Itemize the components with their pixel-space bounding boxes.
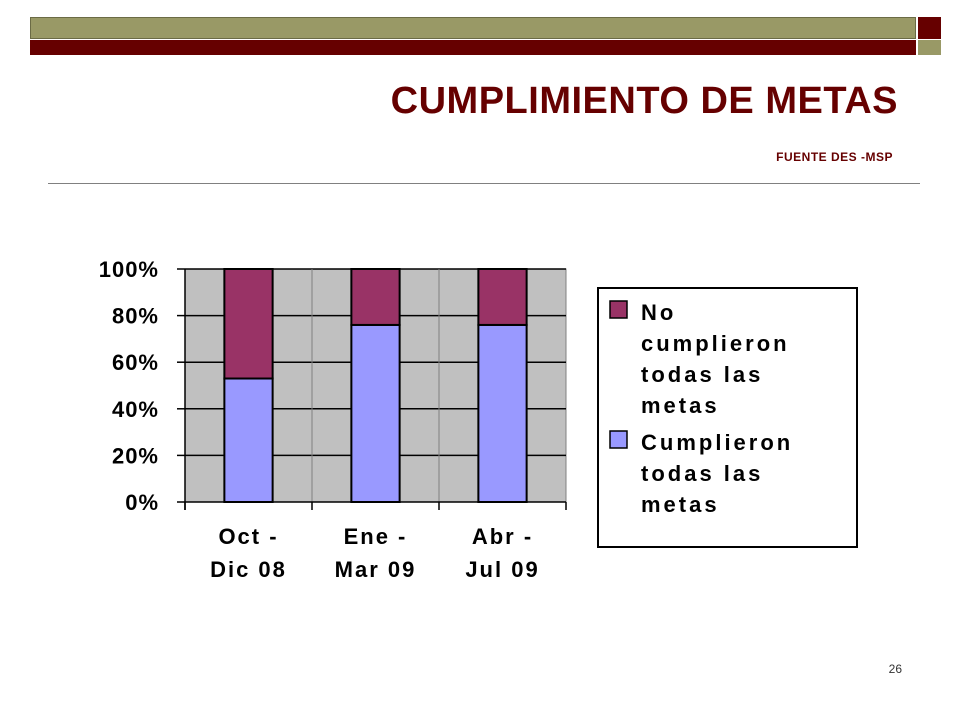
bar-segment xyxy=(350,323,401,504)
y-tick-label: 80% xyxy=(112,304,159,329)
legend-swatch xyxy=(609,430,628,449)
corner-square-dark xyxy=(918,17,941,39)
corner-square-olive xyxy=(918,40,941,55)
bar-segment xyxy=(223,377,274,504)
x-tick-label: Ene -Mar 09 xyxy=(335,524,417,582)
bar-segment xyxy=(350,268,401,326)
x-tick-label: Oct -Dic 08 xyxy=(210,524,287,582)
top-band-olive xyxy=(30,17,916,39)
y-tick-label: 0% xyxy=(125,490,159,515)
y-tick-label: 100% xyxy=(99,257,159,282)
legend-label: Cumplieron todas las metas xyxy=(641,430,793,517)
legend-label: No cumplieron todas las metas xyxy=(641,300,790,418)
page-number: 26 xyxy=(888,662,902,676)
top-band-dark xyxy=(30,40,916,55)
legend-box xyxy=(597,287,858,548)
bar-segment xyxy=(477,323,528,504)
slide-title: CUMPLIMIENTO DE METAS xyxy=(390,80,898,122)
legend-swatch xyxy=(609,300,628,319)
bar-segment xyxy=(223,268,274,380)
title-divider xyxy=(48,183,920,184)
y-tick-label: 60% xyxy=(112,350,159,375)
x-tick-label: Abr -Jul 09 xyxy=(465,524,539,582)
source-note: FUENTE DES -MSP xyxy=(776,150,893,164)
y-tick-label: 40% xyxy=(112,397,159,422)
y-tick-label: 20% xyxy=(112,443,159,468)
bar-segment xyxy=(477,268,528,326)
